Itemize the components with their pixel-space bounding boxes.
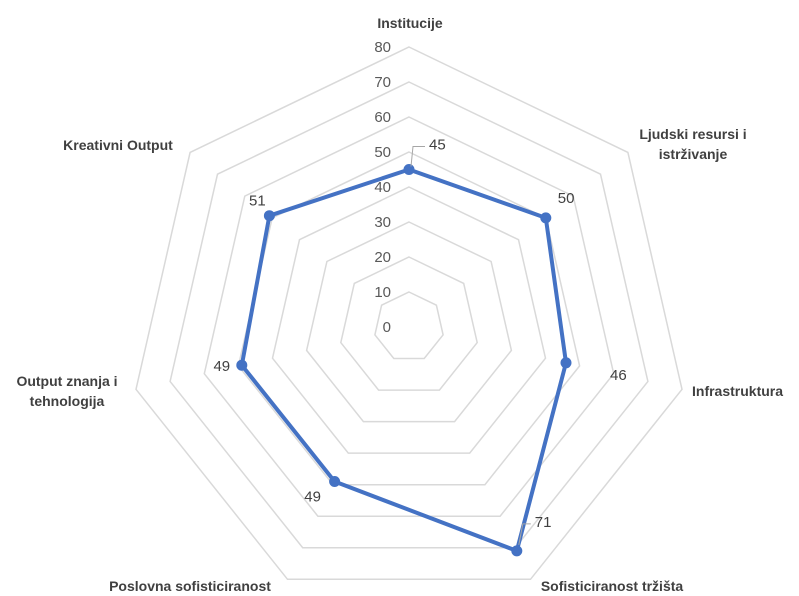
grid-ring-20 [339,256,479,391]
grid-ring-40 [271,186,547,454]
category-label: Institucije [377,15,443,31]
grid-ring-70 [169,81,649,549]
data-point [540,212,552,224]
series-line [239,167,568,553]
category-labels: Institucije Ljudski resursi i istrživanje I… [16,15,783,594]
tick-label: 60 [374,109,391,126]
category-label: Infrastruktura [692,383,783,399]
tick-label: 10 [374,284,391,301]
data-point [329,476,341,487]
data-label: 45 [429,137,446,154]
category-label: Poslovna sofisticiranost [109,578,271,594]
tick-label: 80 [374,39,391,56]
data-point [263,210,275,222]
radar-grid [135,46,683,581]
data-label: 49 [213,358,230,375]
data-point [236,359,248,371]
grid-ring-50 [237,151,581,486]
grid-ring-80 [135,46,683,581]
data-point [403,164,415,175]
label-leader [410,146,425,167]
radial-tick-labels: 0 10 20 30 40 50 60 70 80 [374,39,391,336]
data-labels: 45 50 46 71 49 49 51 [213,137,627,545]
tick-label: 0 [383,319,391,336]
tick-label: 40 [374,179,391,196]
data-point [560,357,572,369]
data-label: 49 [304,489,321,506]
category-label: Output znanja i tehnologija [16,373,117,409]
category-label: Ljudski resursi i istrživanje [639,126,746,162]
tick-label: 20 [374,249,391,266]
data-label: 46 [610,367,627,384]
tick-label: 30 [374,214,391,231]
tick-label: 50 [374,144,391,161]
category-label: Kreativni Output [63,137,173,153]
grid-ring-60 [203,116,615,517]
label-leader [518,523,531,545]
grid-ring-10 [374,291,444,360]
tick-label: 70 [374,74,391,91]
category-label: Sofisticiranost tržišta [541,578,684,594]
grid-ring-30 [305,221,513,423]
data-point [511,545,523,557]
data-label: 71 [535,514,552,531]
data-label: 51 [249,193,266,210]
series [236,164,572,557]
data-label: 50 [558,190,575,207]
